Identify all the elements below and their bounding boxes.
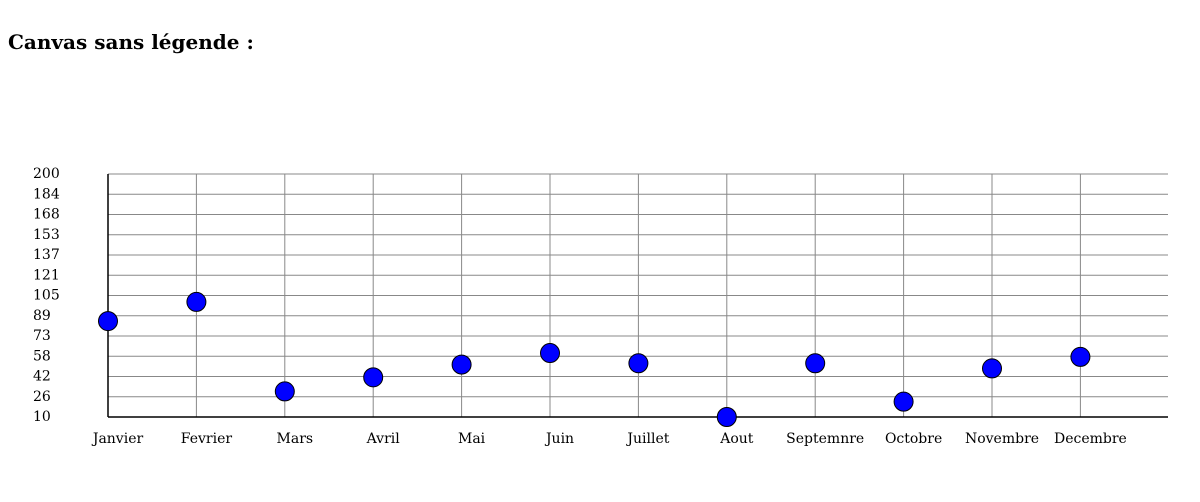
y-tick-label: 42 (33, 369, 51, 385)
data-point (716, 407, 737, 427)
x-tick-label: Juillet (625, 431, 669, 447)
x-tick-label: Juin (544, 431, 574, 447)
page-title: Canvas sans légende : (8, 30, 254, 54)
x-tick-label: Mars (277, 431, 314, 447)
x-tick-label: Septemnre (786, 431, 864, 447)
data-point (98, 311, 118, 332)
y-tick-label: 200 (33, 166, 60, 182)
data-point (186, 291, 207, 312)
y-tick-label: 184 (33, 186, 60, 202)
x-tick-label: Novembre (965, 431, 1039, 447)
data-point (451, 354, 472, 375)
data-point (363, 367, 384, 388)
y-tick-label: 137 (33, 247, 60, 263)
x-tick-label: Avril (366, 431, 401, 447)
x-tick-label: Aout (719, 431, 754, 447)
data-point (274, 381, 295, 402)
axes (107, 174, 1168, 418)
data-point (628, 353, 649, 374)
x-tick-label: Janvier (91, 431, 144, 447)
x-tick-label: Octobre (885, 431, 942, 447)
y-tick-label: 73 (33, 328, 51, 344)
y-tick-label: 105 (33, 288, 60, 304)
x-tick-label: Decembre (1054, 431, 1127, 447)
data-points (98, 291, 1091, 427)
x-tick-label: Mai (458, 431, 486, 447)
data-point (893, 391, 914, 412)
data-point (1070, 346, 1091, 367)
x-tick-label: Fevrier (181, 431, 233, 447)
y-tick-label: 26 (33, 389, 51, 405)
x-tick-labels: Janvier Fevrier Mars Avril Mai Juin Juillet Aou… (91, 431, 1127, 447)
y-tick-labels: 200 184 168 153 137 121 105 89 73 58 42 26 10 (33, 166, 60, 425)
data-point (805, 353, 826, 374)
data-point (540, 343, 560, 364)
y-tick-label: 168 (33, 207, 60, 223)
y-tick-label: 153 (33, 227, 60, 243)
y-tick-label: 58 (33, 348, 51, 364)
grid-lines (108, 173, 1168, 417)
data-point (982, 358, 1002, 379)
y-tick-label: 121 (33, 267, 60, 283)
y-tick-label: 89 (33, 308, 51, 324)
y-tick-label: 10 (33, 409, 51, 425)
